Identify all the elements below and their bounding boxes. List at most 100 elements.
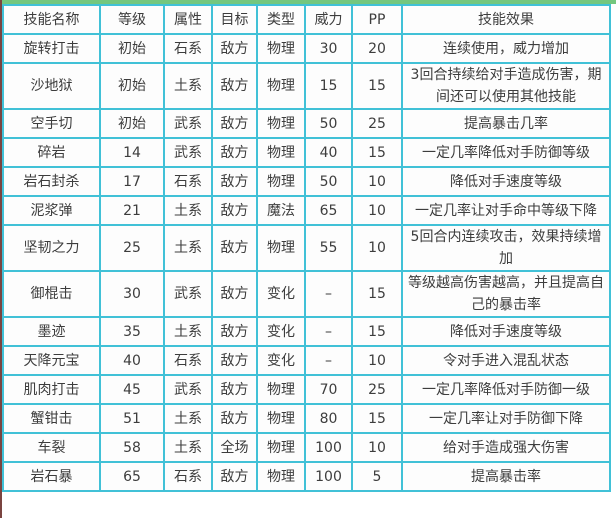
cell-target: 敌方	[211, 403, 258, 434]
left-edge-divider	[0, 0, 2, 518]
cell-effect: 降低对手速度等级	[401, 316, 611, 347]
table-row: 旋转打击 初始 石系 敌方 物理 30 20 连续使用，威力增加	[2, 33, 611, 64]
cell-name: 空手切	[2, 108, 101, 139]
cell-type: 物理	[256, 461, 306, 492]
cell-target: 敌方	[211, 166, 258, 197]
cell-effect: 5回合内连续攻击，效果持续增加	[401, 224, 611, 272]
cell-name: 御棍击	[2, 270, 101, 318]
cell-pp: 5	[351, 461, 403, 492]
cell-name: 旋转打击	[2, 33, 101, 64]
column-header-effect: 技能效果	[401, 4, 611, 35]
cell-power: 50	[304, 166, 353, 197]
cell-level: 45	[99, 374, 165, 405]
cell-attribute: 武系	[163, 374, 213, 405]
cell-attribute: 石系	[163, 33, 213, 64]
header-row: 技能名称 等级 属性 目标 类型 威力 PP 技能效果	[2, 4, 611, 35]
cell-level: 初始	[99, 108, 165, 139]
cell-power: 70	[304, 374, 353, 405]
column-header-name: 技能名称	[2, 4, 101, 35]
cell-type: 物理	[256, 108, 306, 139]
cell-effect: 一定几率让对手命中等级下降	[401, 195, 611, 226]
cell-level: 30	[99, 270, 165, 318]
table-row: 沙地狱 初始 土系 敌方 物理 15 15 3回合持续给对手造成伤害，期间还可以使用其他技能	[2, 62, 611, 110]
cell-level: 初始	[99, 62, 165, 110]
cell-pp: 25	[351, 108, 403, 139]
cell-attribute: 石系	[163, 345, 213, 376]
skill-table: 技能名称 等级 属性 目标 类型 威力 PP 技能效果 旋转打击 初始 石系 敌方 物理 30 20 连续使…	[2, 4, 611, 492]
table-row: 蟹钳击 51 土系 敌方 物理 80 15 一定几率让对手防御下降	[2, 403, 611, 434]
cell-target: 敌方	[211, 62, 258, 110]
cell-attribute: 土系	[163, 316, 213, 347]
cell-pp: 15	[351, 137, 403, 168]
cell-power: –	[304, 345, 353, 376]
cell-name: 车裂	[2, 432, 101, 463]
cell-level: 17	[99, 166, 165, 197]
cell-attribute: 武系	[163, 270, 213, 318]
cell-level: 21	[99, 195, 165, 226]
cell-pp: 15	[351, 316, 403, 347]
cell-type: 物理	[256, 224, 306, 272]
cell-effect: 连续使用，威力增加	[401, 33, 611, 64]
cell-type: 物理	[256, 62, 306, 110]
cell-power: 100	[304, 461, 353, 492]
cell-attribute: 土系	[163, 403, 213, 434]
cell-target: 敌方	[211, 108, 258, 139]
cell-type: 变化	[256, 316, 306, 347]
cell-level: 35	[99, 316, 165, 347]
cell-power: 40	[304, 137, 353, 168]
cell-type: 物理	[256, 432, 306, 463]
cell-pp: 10	[351, 345, 403, 376]
cell-attribute: 武系	[163, 108, 213, 139]
table-row: 岩石暴 65 石系 敌方 物理 100 5 提高暴击率	[2, 461, 611, 492]
table-row: 泥浆弹 21 土系 敌方 魔法 65 10 一定几率让对手命中等级下降	[2, 195, 611, 226]
table-row: 肌肉打击 45 武系 敌方 物理 70 25 一定几率降低对手防御一级	[2, 374, 611, 405]
cell-power: 55	[304, 224, 353, 272]
table-row: 车裂 58 土系 全场 物理 100 10 给对手造成强大伤害	[2, 432, 611, 463]
column-header-target: 目标	[211, 4, 258, 35]
cell-pp: 15	[351, 270, 403, 318]
cell-attribute: 石系	[163, 166, 213, 197]
cell-name: 岩石暴	[2, 461, 101, 492]
cell-pp: 10	[351, 166, 403, 197]
cell-type: 物理	[256, 374, 306, 405]
cell-pp: 15	[351, 62, 403, 110]
cell-effect: 提高暴击率	[401, 461, 611, 492]
cell-effect: 一定几率降低对手防御一级	[401, 374, 611, 405]
cell-attribute: 土系	[163, 224, 213, 272]
cell-name: 沙地狱	[2, 62, 101, 110]
cell-pp: 25	[351, 374, 403, 405]
cell-power: 65	[304, 195, 353, 226]
cell-effect: 提高暴击几率	[401, 108, 611, 139]
table-row: 空手切 初始 武系 敌方 物理 50 25 提高暴击几率	[2, 108, 611, 139]
cell-pp: 15	[351, 403, 403, 434]
column-header-attribute: 属性	[163, 4, 213, 35]
cell-attribute: 土系	[163, 195, 213, 226]
cell-pp: 10	[351, 224, 403, 272]
cell-name: 天降元宝	[2, 345, 101, 376]
cell-power: 80	[304, 403, 353, 434]
cell-level: 40	[99, 345, 165, 376]
cell-type: 魔法	[256, 195, 306, 226]
cell-effect: 一定几率让对手防御下降	[401, 403, 611, 434]
cell-level: 65	[99, 461, 165, 492]
column-header-level: 等级	[99, 4, 165, 35]
cell-power: 15	[304, 62, 353, 110]
cell-type: 物理	[256, 403, 306, 434]
cell-effect: 令对手进入混乱状态	[401, 345, 611, 376]
cell-name: 泥浆弹	[2, 195, 101, 226]
cell-power: –	[304, 270, 353, 318]
cell-level: 51	[99, 403, 165, 434]
column-header-type: 类型	[256, 4, 306, 35]
column-header-power: 威力	[304, 4, 353, 35]
cell-power: 50	[304, 108, 353, 139]
cell-effect: 给对手造成强大伤害	[401, 432, 611, 463]
cell-power: –	[304, 316, 353, 347]
cell-target: 全场	[211, 432, 258, 463]
cell-effect: 3回合持续给对手造成伤害，期间还可以使用其他技能	[401, 62, 611, 110]
cell-attribute: 土系	[163, 432, 213, 463]
cell-target: 敌方	[211, 224, 258, 272]
cell-attribute: 石系	[163, 461, 213, 492]
cell-name: 碎岩	[2, 137, 101, 168]
cell-type: 变化	[256, 345, 306, 376]
